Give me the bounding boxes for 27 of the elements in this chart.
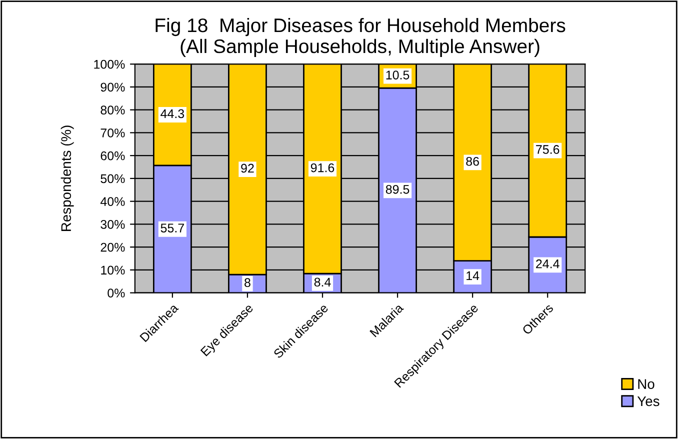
data-label: 10.5 [386, 70, 410, 80]
data-label: 55.7 [160, 224, 184, 232]
data-label: 91.6 [310, 163, 334, 172]
legend-label: No [638, 379, 654, 389]
data-label: 8 [244, 278, 250, 288]
y-tick-label: 60% [100, 151, 125, 160]
data-label: 89.5 [386, 184, 410, 194]
data-label: 92 [241, 164, 254, 173]
y-tick-label: 50% [100, 174, 125, 184]
y-tick-label: 80% [100, 106, 125, 114]
y-tick-label: 30% [100, 220, 125, 229]
y-axis-title: Respondents (%) [60, 126, 74, 231]
data-label: 75.6 [536, 145, 560, 154]
y-tick-label: 90% [100, 82, 125, 92]
data-label: 44.3 [160, 109, 184, 118]
legend-label: Yes [637, 396, 660, 406]
data-label: 8.4 [314, 278, 331, 287]
y-tick-label: 40% [100, 197, 125, 206]
y-tick-label: 70% [100, 128, 125, 138]
data-label: 24.4 [536, 259, 560, 268]
data-label: 86 [466, 156, 479, 166]
y-tick-label: 0% [108, 288, 125, 298]
y-tick-label: 100% [94, 60, 125, 69]
y-tick-label: 20% [100, 242, 125, 252]
y-tick-label: 10% [101, 266, 125, 275]
data-label: 14 [466, 271, 480, 280]
chart-title: Fig 18 Major Diseases for Household Members (All Sample Households, Multiple Answer) [156, 18, 566, 58]
